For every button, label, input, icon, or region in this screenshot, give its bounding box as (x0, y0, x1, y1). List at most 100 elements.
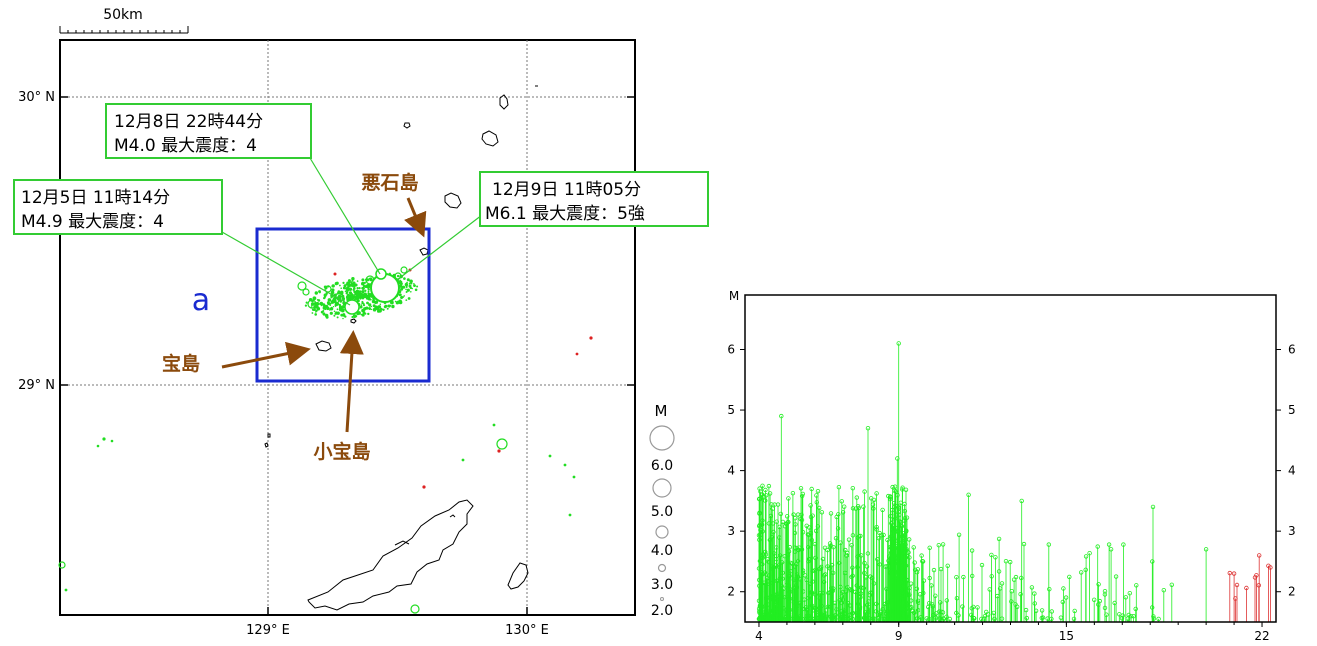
mt-axes: 2 23 34 45 56 64 9 15 22 (727, 343, 1295, 644)
mt-point (800, 570, 806, 576)
mt-point (896, 341, 901, 346)
epicenter-dot (335, 283, 338, 286)
mt-point (786, 496, 791, 501)
epicenter-dot (322, 306, 326, 310)
island-small-2 (267, 433, 271, 438)
mt-point (760, 571, 766, 577)
epicenter-dot (319, 301, 324, 306)
mt-point (855, 504, 861, 509)
mt-point (975, 605, 980, 610)
epicenter-dot (342, 313, 346, 317)
mt-point (864, 602, 870, 608)
mt-point (785, 514, 790, 519)
epicenter-dot (351, 279, 354, 282)
mt-point (1032, 601, 1037, 606)
mt-point (1169, 582, 1174, 587)
epicenter-dot (327, 298, 332, 302)
mt-point (1029, 585, 1035, 590)
mt-point (787, 596, 793, 601)
epicenters-scattered (58, 336, 593, 614)
callout-2: 12月5日 11時14分 M4.9 最大震度：4 (13, 179, 223, 235)
mt-point (971, 604, 976, 610)
mt-point (1121, 542, 1126, 547)
mt-point (996, 536, 1002, 542)
epicenter-dot (411, 287, 414, 290)
mt-point (795, 558, 801, 564)
epicenter-dot (376, 307, 380, 311)
mt-point (859, 585, 864, 590)
epicenter-dot (332, 306, 335, 308)
mt-point (904, 547, 909, 552)
mt-point (845, 550, 850, 556)
epicenter-dot (342, 317, 344, 320)
mt-point (770, 580, 775, 586)
mt-point (916, 600, 921, 605)
mt-point (784, 521, 789, 527)
mt-point (1078, 570, 1084, 575)
mt-point (871, 616, 876, 621)
mt-point (827, 544, 833, 549)
epicenter-dot (314, 291, 318, 295)
mt-point (757, 486, 762, 491)
mt-point (1134, 583, 1139, 588)
mt-point (853, 589, 858, 595)
mt-point (954, 575, 959, 580)
epicenter-dot (371, 299, 376, 304)
x-tick-label: 15 (1059, 629, 1074, 643)
mt-point (799, 512, 804, 517)
mt-point (1021, 541, 1027, 547)
epicenter-dot (320, 304, 323, 307)
epicenter-dot (361, 278, 365, 282)
mt-point (812, 541, 818, 547)
epicenter-dot (363, 307, 366, 311)
x-tick-label: 22 (1254, 629, 1269, 643)
mt-point (1161, 588, 1166, 593)
mt-point (1095, 544, 1100, 549)
mt-point (791, 600, 796, 605)
mt-point (793, 583, 799, 588)
epicenter-dot (388, 305, 391, 308)
epicenter-dot (345, 295, 350, 299)
mt-point (815, 524, 821, 529)
epicenter-dot (372, 307, 377, 312)
epicenter-dot (368, 303, 372, 307)
mt-point (987, 587, 992, 592)
mt-point (760, 615, 765, 620)
mt-point (911, 545, 916, 550)
epicenter-dot (310, 305, 313, 307)
x-tick-label: 9 (895, 629, 903, 643)
mt-point (803, 605, 809, 610)
mt-point (827, 541, 833, 546)
epicenter-dot (374, 300, 379, 304)
epicenter-dot (403, 295, 406, 297)
callout-leaders (221, 157, 483, 306)
mt-point (936, 543, 941, 548)
mt-point (778, 511, 783, 517)
scale-bar-label: 50km (103, 7, 143, 23)
place-label-akusekijima: 悪石島 (361, 171, 418, 194)
mt-point (1091, 597, 1097, 602)
mt-point (821, 573, 827, 578)
mt-point (886, 558, 891, 563)
epicenter-dot (344, 315, 347, 318)
mt-point (839, 499, 844, 504)
mt-point (993, 555, 998, 560)
epicenter-dot (313, 309, 316, 312)
mt-point (1102, 592, 1108, 597)
mt-point (1060, 599, 1065, 605)
epicenter-dot (360, 304, 363, 306)
y-tick-label-left: 5 (727, 403, 735, 417)
epicenter-dot (363, 281, 366, 284)
mt-point (799, 493, 805, 499)
mt-point (1244, 585, 1249, 591)
mt-point (861, 504, 866, 509)
mt-point (1106, 542, 1112, 547)
epicenter-dot (352, 288, 355, 291)
mt-point (905, 602, 910, 607)
mt-point (774, 556, 779, 562)
mt-point (763, 493, 769, 498)
y-tick-label-left: 3 (727, 524, 735, 538)
epicenter-dot (323, 313, 326, 316)
mt-point (808, 514, 814, 520)
